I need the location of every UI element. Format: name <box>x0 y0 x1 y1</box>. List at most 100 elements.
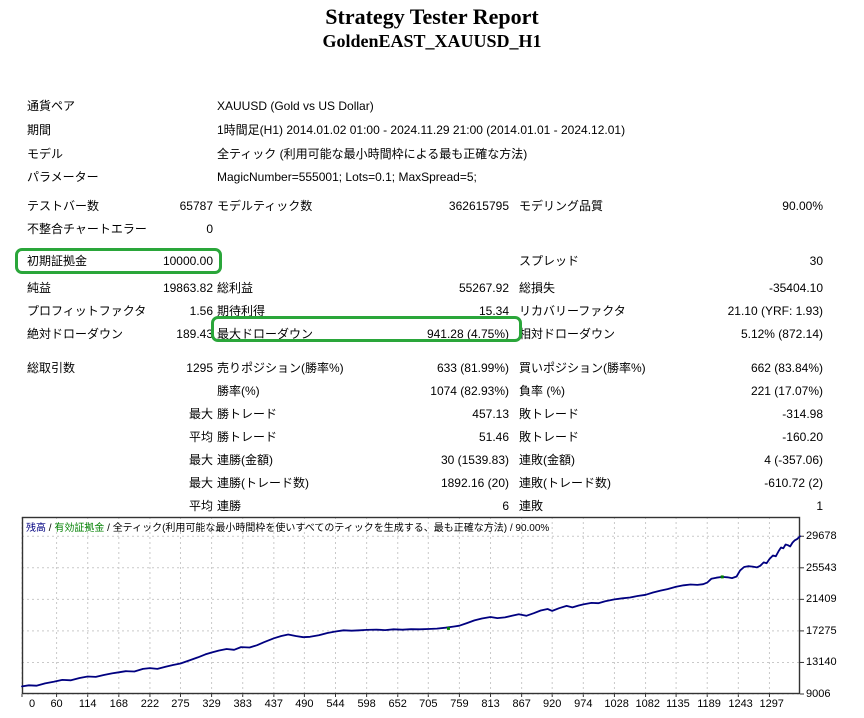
stat-value-1: 1.56 <box>189 303 213 318</box>
results-table: テストバー数 65787 モデルティック数 362615795 モデリング品質 90.00… <box>15 194 837 517</box>
stat-label-2: 連勝(トレード数) <box>217 476 309 490</box>
stat-row: 初期証拠金 10000.00 スプレッド 30 <box>27 249 837 272</box>
settings-row: パラメーター MagicNumber=555001; Lots=0.1; MaxS… <box>27 165 837 189</box>
stat-value-3: -610.72 (2) <box>764 475 823 490</box>
settings-table: 通貨ペア XAUUSD (Gold vs US Dollar) 期間 1時間足(H1)… <box>27 94 837 189</box>
stat-value-2: 6 <box>502 498 509 513</box>
stat-label-3: 連敗(金額) <box>519 453 575 467</box>
stat-value-3: -35404.10 <box>768 280 823 295</box>
stat-label-3: 総損失 <box>519 281 556 295</box>
stat-label-2: 連勝 <box>217 499 242 513</box>
settings-value: 1時間足(H1) 2014.01.02 01:00 - 2024.11.29 2… <box>217 123 626 138</box>
stat-label-3: 敗トレード <box>519 430 580 444</box>
x-axis-label: 1028 <box>604 698 629 710</box>
x-axis-label: 329 <box>202 698 221 710</box>
x-axis-label: 60 <box>50 698 63 710</box>
stat-label-2: 勝率(%) <box>217 384 260 398</box>
stat-value-2: 30 (1539.83) <box>440 452 509 467</box>
stat-label-3: スプレッド <box>519 254 580 268</box>
settings-label: 期間 <box>27 123 52 138</box>
settings-row: 期間 1時間足(H1) 2014.01.02 01:00 - 2024.11.29… <box>27 118 837 142</box>
stat-value-2: 457.13 <box>472 406 509 421</box>
x-axis-label: 383 <box>233 698 252 710</box>
stat-value-3: -160.20 <box>782 429 823 444</box>
stat-value-2: 55267.92 <box>458 280 509 295</box>
stat-value-3: -314.98 <box>782 406 823 421</box>
stat-value-3: 4 (-357.06) <box>764 452 823 467</box>
settings-label: 通貨ペア <box>27 99 76 114</box>
stat-label-3: 敗トレード <box>519 407 580 421</box>
stat-value-1: 189.43 <box>176 326 213 341</box>
y-axis-label: 21409 <box>806 593 837 606</box>
y-axis-label: 17275 <box>806 624 837 637</box>
stat-row: 最大 連勝(金額) 30 (1539.83) 連敗(金額) 4 (-357.06) <box>27 448 837 471</box>
stat-label-2: 期待利得 <box>217 304 266 318</box>
stat-value-2: 633 (81.99%) <box>436 360 509 375</box>
x-axis-label: 974 <box>574 698 593 710</box>
x-axis-label: 490 <box>295 698 314 710</box>
stat-value-1: 最大 <box>188 453 213 467</box>
stat-value-3: 662 (83.84%) <box>750 360 823 375</box>
stat-label-3: 連敗 <box>519 499 544 513</box>
stat-value-1: 平均 <box>188 430 213 444</box>
settings-value: XAUUSD (Gold vs US Dollar) <box>217 98 374 113</box>
stat-value-3: 5.12% (872.14) <box>740 326 823 341</box>
stat-label-1: 初期証拠金 <box>27 254 88 268</box>
settings-label: モデル <box>27 146 64 161</box>
x-axis-label: 1297 <box>759 698 784 710</box>
x-axis-label: 1189 <box>697 698 721 710</box>
stat-value-1: 平均 <box>188 499 213 513</box>
stat-value-1: 最大 <box>188 407 213 421</box>
x-axis-label: 1135 <box>666 698 690 710</box>
x-axis-label: 275 <box>171 698 190 710</box>
chart-frame <box>21 516 801 695</box>
x-axis-label: 168 <box>109 698 128 710</box>
y-axis-label: 13140 <box>806 656 837 669</box>
stat-label-1: 絶対ドローダウン <box>27 327 124 341</box>
settings-row: 通貨ペア XAUUSD (Gold vs US Dollar) <box>27 94 837 118</box>
x-axis-label: 705 <box>419 698 438 710</box>
x-axis-label: 114 <box>78 698 97 710</box>
stat-label-2: 連勝(金額) <box>217 453 273 467</box>
x-axis-label: 1243 <box>728 698 753 710</box>
stat-value-3: 21.10 (YRF: 1.93) <box>727 303 823 318</box>
x-axis-label: 759 <box>450 698 469 710</box>
stat-label-3: 負率 (%) <box>519 384 565 398</box>
report-subtitle: GoldenEAST_XAUUSD_H1 <box>322 31 542 51</box>
stat-label-1: 不整合チャートエラー <box>27 222 147 236</box>
x-axis-label: 598 <box>357 698 376 710</box>
stat-label-1: テストバー数 <box>27 199 100 213</box>
settings-label: パラメーター <box>27 170 99 185</box>
stat-label-2: 勝トレード <box>217 407 278 421</box>
stat-row: 総取引数 1295 売りポジション(勝率%) 633 (81.99%) 買いポジション(… <box>27 356 837 379</box>
balance-curve-plot <box>21 516 804 697</box>
chart-legend-segment: / <box>46 523 55 534</box>
x-axis-label: 0 <box>28 698 36 710</box>
stat-label-3: 連敗(トレード数) <box>519 476 611 490</box>
stat-label-1: プロフィットファクタ <box>27 304 147 318</box>
x-axis-label: 813 <box>481 698 500 710</box>
x-axis-label: 544 <box>326 698 345 710</box>
stat-row: 平均 勝トレード 51.46 敗トレード -160.20 <box>27 425 837 448</box>
equity-mark <box>446 626 450 630</box>
stat-label-2: モデルティック数 <box>217 199 313 213</box>
report-title: Strategy Tester Report <box>325 4 539 29</box>
stat-value-1: 最大 <box>188 476 213 490</box>
chart-legend-segment: 有効証拠金 <box>54 523 105 534</box>
balance-chart: 残高 / 有効証拠金 / 全ティック(利用可能な最小時間枠を使いすべてのティック… <box>21 516 864 717</box>
x-axis-label: 652 <box>388 698 407 710</box>
stat-value-1: 19863.82 <box>162 280 213 295</box>
stat-row: テストバー数 65787 モデルティック数 362615795 モデリング品質 90.00… <box>27 194 837 217</box>
y-axis-label: 29678 <box>806 530 837 543</box>
stat-label-3: リカバリーファクタ <box>519 304 626 318</box>
x-axis-label: 437 <box>264 698 283 710</box>
stat-value-3: 90.00% <box>782 198 823 213</box>
stat-label-1: 総取引数 <box>27 361 76 375</box>
stat-value-3: 30 <box>809 253 823 268</box>
settings-value: 全ティック (利用可能な最小時間枠による最も正確な方法) <box>217 146 528 161</box>
chart-legend: 残高 / 有効証拠金 / 全ティック(利用可能な最小時間枠を使いすべてのティック… <box>26 519 549 534</box>
stat-value-2: 1892.16 (20) <box>440 475 509 490</box>
stat-label-3: 相対ドローダウン <box>519 327 616 341</box>
chart-legend-segment: 残高 <box>26 523 46 534</box>
stat-value-2: 362615795 <box>448 198 509 213</box>
